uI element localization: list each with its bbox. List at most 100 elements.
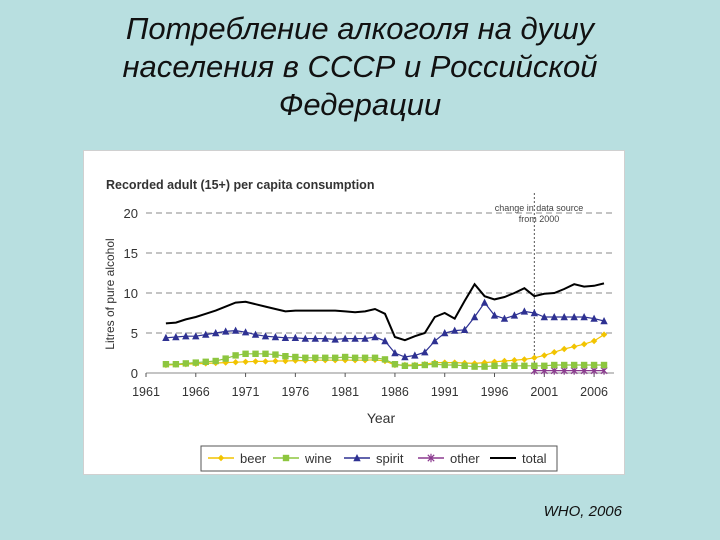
data-point-spirit [570,313,578,321]
data-point-beer [570,343,578,350]
data-point-spirit [441,329,449,337]
data-point-wine [222,355,229,362]
y-tick-label-20: 20 [124,206,138,221]
data-point-wine [282,353,289,360]
data-point-wine [481,363,488,370]
legend-marker-wine [282,454,290,462]
y-tick-label-15: 15 [124,246,138,261]
data-point-wine [521,362,528,369]
chart-title: Recorded adult (15+) per capita consumpt… [106,178,374,192]
data-point-spirit [500,314,509,322]
data-point-spirit [480,298,489,306]
legend-label-total: total [522,451,547,466]
legend-marker-beer [217,454,225,462]
legend-label-spirit: spirit [376,451,404,466]
series-line-spirit [165,301,605,358]
data-point-wine [331,354,339,361]
data-point-spirit [431,337,439,345]
x-axis-label: Year [367,410,396,426]
data-point-beer [262,358,269,365]
data-point-beer [590,337,598,345]
data-point-beer [600,331,608,338]
slide-title: Потребление алкоголя на душу населения в… [60,10,660,124]
data-point-beer [272,357,279,365]
source-note: WHO, 2006 [543,503,622,520]
data-point-spirit [550,313,558,321]
data-point-spirit [212,329,220,337]
x-tick-label-1981: 1981 [331,385,359,399]
data-point-wine [202,358,209,365]
x-tick-label-1986: 1986 [381,385,409,399]
data-point-beer [222,359,229,366]
data-point-spirit [271,333,280,341]
data-point-spirit [421,348,429,356]
data-point-spirit [580,313,588,321]
data-point-spirit [510,311,519,319]
x-tick-label-1961: 1961 [132,385,160,399]
x-tick-label-1996: 1996 [481,385,509,399]
data-point-wine [312,354,319,361]
data-point-spirit [460,325,469,333]
data-point-wine [570,361,578,369]
data-point-spirit [450,326,459,334]
data-point-beer [511,357,518,364]
data-point-wine [431,361,438,368]
data-point-wine [172,361,180,368]
data-point-spirit [221,327,230,335]
data-point-wine [162,361,170,368]
data-point-spirit [251,330,260,338]
data-point-spirit [281,333,290,341]
legend-marker-other [427,453,435,463]
data-point-spirit [241,328,250,336]
data-point-spirit [590,314,598,322]
data-point-wine [421,361,429,369]
data-point-wine [381,356,389,363]
y-tick-label-10: 10 [124,286,138,301]
data-point-spirit [202,330,210,338]
data-point-wine [182,360,190,367]
y-tick-label-0: 0 [131,366,138,381]
data-point-spirit [371,333,379,341]
slide-title-line-1: Потребление алкоголя на душу [125,11,595,46]
legend-label-wine: wine [304,451,332,466]
data-point-wine [551,361,558,369]
data-point-wine [242,350,249,357]
data-point-spirit [401,353,409,361]
data-point-spirit [600,317,608,325]
data-point-wine [501,362,508,369]
data-point-beer [521,356,528,363]
data-point-beer [232,359,239,366]
data-point-spirit [231,326,240,334]
x-tick-label-2001: 2001 [530,385,558,399]
data-point-wine [541,362,548,369]
data-point-wine [561,361,568,369]
annotation-line-1: change in data source [495,203,584,213]
data-point-spirit [490,311,499,319]
data-point-wine [401,362,409,369]
x-tick-label-1991: 1991 [431,385,459,399]
data-point-spirit [301,334,310,342]
data-point-spirit [331,335,339,343]
data-point-beer [580,341,588,348]
data-point-spirit [341,334,349,342]
data-point-wine [341,353,349,361]
x-tick-label-2006: 2006 [580,385,608,399]
data-point-spirit [261,332,270,340]
data-point-spirit [530,309,539,317]
data-point-spirit [192,332,200,340]
data-point-wine [302,354,309,361]
chart-panel: Recorded adult (15+) per capita consumpt… [83,150,625,475]
data-point-spirit [351,334,359,342]
data-point-wine [511,362,518,369]
legend-label-beer: beer [240,451,267,466]
data-point-spirit [470,313,479,321]
consumption-chart: Recorded adult (15+) per capita consumpt… [103,178,614,472]
data-point-spirit [520,307,529,315]
y-tick-label-5: 5 [131,326,138,341]
data-point-beer [242,358,249,365]
data-point-beer [551,349,558,356]
data-point-wine [451,361,458,369]
data-point-wine [600,361,608,369]
data-point-beer [252,358,259,365]
slide-title-line-3: Федерации [278,87,442,122]
